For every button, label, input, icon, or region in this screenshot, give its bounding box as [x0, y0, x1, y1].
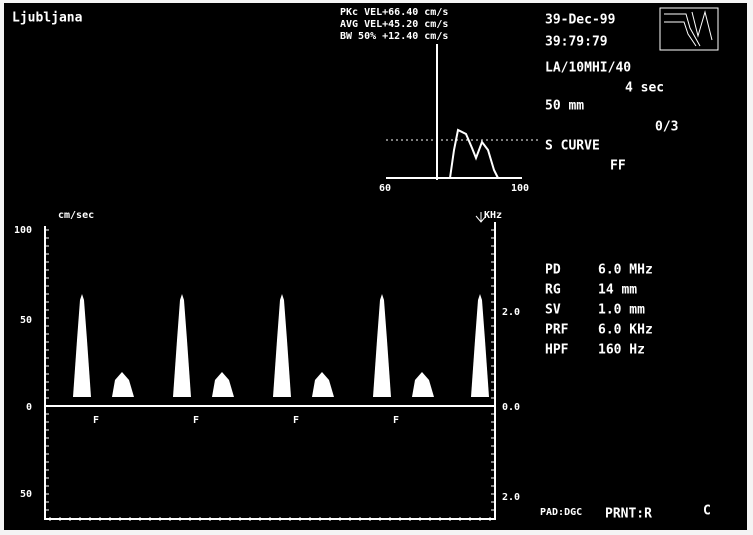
ultrasound-screen: Ljubljana PKc VEL+66.40 cm/s AVG VEL+45.…	[0, 0, 753, 535]
measurement: PKc VEL+66.40 cm/s	[340, 7, 448, 18]
left-unit: cm/sec	[58, 210, 94, 221]
sweep: 4 sec	[625, 81, 664, 96]
param-label: PD	[545, 263, 561, 278]
print: PRNT:R	[605, 507, 652, 522]
marker: F	[393, 415, 399, 426]
param-label: HPF	[545, 343, 569, 358]
left-tick: 0	[26, 402, 32, 413]
param-label: RG	[545, 283, 561, 298]
location: Ljubljana	[12, 11, 83, 26]
depth: 50 mm	[545, 99, 584, 114]
frame-count: 0/3	[655, 120, 678, 135]
param-value: 160 Hz	[598, 343, 645, 358]
spectrum-tick: 100	[511, 183, 529, 194]
measurement: AVG VEL+45.20 cm/s	[340, 19, 448, 30]
probe: LA/10MHI/40	[545, 61, 631, 76]
param-label: PRF	[545, 323, 569, 338]
left-tick: 50	[20, 315, 32, 326]
time: 39:79:79	[545, 35, 608, 50]
marker: F	[293, 415, 299, 426]
marker: F	[93, 415, 99, 426]
param-label: SV	[545, 303, 561, 318]
date: 39-Dec-99	[545, 13, 615, 28]
param-value: 14 mm	[598, 283, 637, 298]
pad: PAD:DGC	[540, 507, 582, 518]
param-value: 6.0 MHz	[598, 263, 653, 278]
left-tick: 100	[14, 225, 32, 236]
code: C	[703, 504, 711, 519]
right-unit: KHz	[484, 210, 502, 221]
marker: F	[193, 415, 199, 426]
spectrum-tick: 60	[379, 183, 391, 194]
right-tick: 2.0	[502, 492, 520, 503]
mode: FF	[610, 159, 626, 174]
measurement: BW 50% +12.40 cm/s	[340, 31, 448, 42]
left-tick: 50	[20, 489, 32, 500]
right-tick: 0.0	[502, 402, 520, 413]
param-value: 1.0 mm	[598, 303, 645, 318]
curve: S CURVE	[545, 139, 600, 154]
param-value: 6.0 KHz	[598, 323, 653, 338]
right-tick: 2.0	[502, 307, 520, 318]
